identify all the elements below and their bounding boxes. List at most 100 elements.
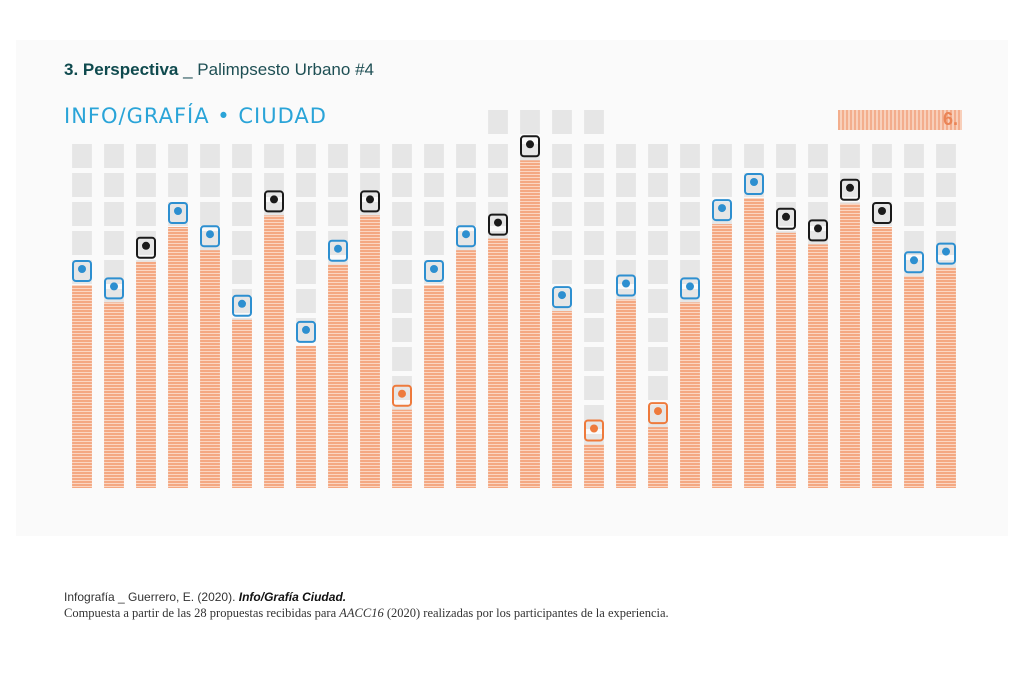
grid-cell: [136, 202, 156, 226]
grid-cell: [424, 231, 444, 255]
grid-cell: [328, 231, 348, 255]
grid-cell: [392, 260, 412, 284]
grid-cell: [648, 202, 668, 226]
grid-cell: [72, 144, 92, 168]
heading-number-title: 3. Perspectiva: [64, 60, 179, 79]
grid-cell: [456, 202, 476, 226]
lamp-icon-mark: [110, 282, 118, 291]
caption-line-2: Compuesta a partir de las 28 propuestas …: [64, 606, 669, 621]
knight-icon: [840, 178, 860, 201]
grid-cell: [104, 173, 124, 197]
grid-cell: [104, 260, 124, 284]
palm-tree-icon-shape: [776, 207, 796, 230]
bench-icon-shape: [232, 294, 252, 317]
caption-text-b: AACC16: [339, 606, 384, 620]
caption-text-c: (2020) realizadas por los participantes …: [383, 606, 669, 620]
grid-cell: [456, 144, 476, 168]
grid-cell: [552, 173, 572, 197]
grid-cell: [552, 260, 572, 284]
grid-cell: [232, 173, 252, 197]
street-sign-icon-shape: [392, 384, 412, 407]
temple-icon-shape: [648, 402, 668, 425]
streetlight-icon-mark: [942, 247, 950, 256]
palm-tree-icon: [776, 207, 796, 230]
bar-12: [424, 285, 444, 488]
bar-23: [776, 232, 796, 488]
grid-cell: [392, 376, 412, 400]
grid-cell: [584, 173, 604, 197]
horse-icon: [872, 202, 892, 224]
street-lamp-icon: [808, 219, 828, 242]
grid-cell: [104, 144, 124, 168]
grid-cell: [648, 318, 668, 342]
bar-17: [584, 444, 604, 488]
bar-9: [328, 264, 348, 488]
grid-cell: [360, 144, 380, 168]
street-sign-icon-mark: [398, 389, 406, 398]
mailbox-icon: [488, 213, 508, 236]
grid-cell: [552, 231, 572, 255]
fountain-icon-shape: [456, 225, 476, 248]
grid-cell: [296, 260, 316, 284]
grid-cell: [648, 289, 668, 313]
leaf-icon: [584, 419, 604, 442]
bell-icon-mark: [78, 265, 86, 273]
bar-16: [552, 311, 572, 488]
grid-cell: [680, 144, 700, 168]
grid-cell: [72, 231, 92, 255]
grid-cell: [648, 260, 668, 284]
temple-icon-mark: [654, 407, 662, 416]
bar-8: [296, 345, 316, 488]
fish-icon: [616, 274, 636, 297]
grid-cell: [776, 144, 796, 168]
knight-icon-shape: [840, 178, 860, 201]
caption-line-1: Infografía _ Guerrero, E. (2020). Info/G…: [64, 590, 346, 604]
grid-cell: [584, 231, 604, 255]
church-icon: [264, 190, 284, 213]
bench-2-icon: [904, 251, 924, 274]
temple-icon: [648, 402, 668, 425]
street-sign-icon: [392, 384, 412, 407]
bar-21: [712, 224, 732, 488]
grid-cell: [584, 347, 604, 371]
grid-cell: [808, 144, 828, 168]
grid-cell: [904, 173, 924, 197]
grid-cell: [456, 231, 476, 255]
grid-cell: [680, 231, 700, 255]
shop-icon-mark: [558, 291, 566, 300]
statue-icon-mark: [526, 140, 534, 149]
grid-cell: [904, 231, 924, 255]
bicycle-icon: [200, 225, 220, 248]
shop-icon: [552, 286, 572, 309]
grid-cell: [584, 376, 604, 400]
torre-icon-mark: [366, 195, 374, 204]
grid-cell: [296, 144, 316, 168]
grid-cell: [616, 202, 636, 226]
bar-26: [872, 227, 892, 488]
grid-cell: [264, 173, 284, 197]
grid-cell: [136, 144, 156, 168]
grid-cell: [808, 202, 828, 226]
grid-cell: [72, 173, 92, 197]
shop-icon-shape: [552, 286, 572, 309]
grid-cell: [680, 202, 700, 226]
window-icon-shape: [296, 320, 316, 343]
grid-cell: [648, 376, 668, 400]
streetlight-icon-shape: [936, 242, 956, 265]
bar-1: [72, 285, 92, 488]
grid-cell: [72, 202, 92, 226]
church-icon-mark: [270, 195, 278, 204]
bar-13: [456, 250, 476, 488]
clock-icon: [424, 260, 444, 282]
grid-cell: [168, 173, 188, 197]
statue-icon: [520, 135, 540, 158]
grid-cell-top: [584, 110, 604, 134]
page-heading: 3. Perspectiva _ Palimpsesto Urbano #4: [64, 60, 374, 80]
torre-icon: [360, 190, 380, 213]
grid-cell-top: [552, 110, 572, 134]
grid-cell: [136, 173, 156, 197]
grid-cell: [936, 202, 956, 226]
grid-cell: [392, 318, 412, 342]
grid-cell: [104, 202, 124, 226]
